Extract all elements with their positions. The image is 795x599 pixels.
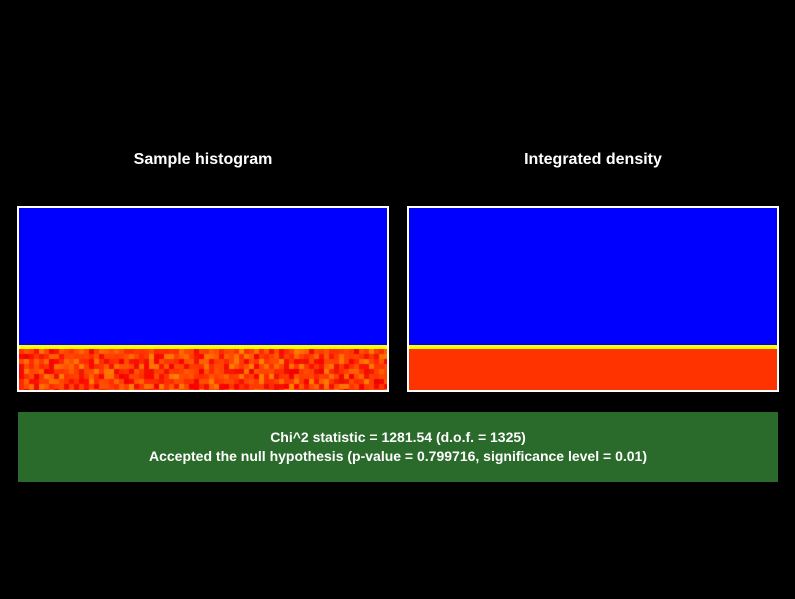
density-bottom-region — [409, 349, 777, 390]
sample-histogram-panel — [17, 206, 389, 392]
chi-squared-statistic-text: Chi^2 statistic = 1281.54 (d.o.f. = 1325… — [270, 429, 526, 445]
sample-histogram-title: Sample histogram — [133, 151, 273, 168]
density-top-region — [409, 208, 777, 345]
histogram-top-region — [19, 208, 387, 345]
integrated-density-title: Integrated density — [524, 151, 662, 168]
hypothesis-result-text: Accepted the null hypothesis (p-value = … — [149, 448, 647, 464]
histogram-noise-region — [19, 349, 387, 390]
density-separator-line — [409, 345, 777, 349]
histogram-separator-line — [19, 345, 387, 349]
integrated-density-panel — [407, 206, 779, 392]
test-result-box: Chi^2 statistic = 1281.54 (d.o.f. = 1325… — [18, 412, 778, 482]
